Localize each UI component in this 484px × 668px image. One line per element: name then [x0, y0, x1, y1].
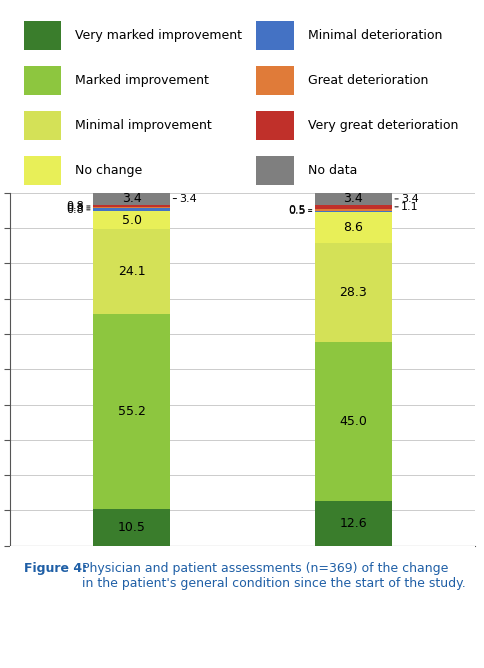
Text: 0.5: 0.5 — [287, 206, 305, 216]
Text: 1.1: 1.1 — [400, 202, 418, 212]
Bar — [256, 111, 293, 140]
Bar — [92, 508, 170, 546]
Bar — [256, 21, 293, 50]
Text: 12.6: 12.6 — [339, 517, 366, 530]
Bar — [256, 66, 293, 95]
Bar — [92, 211, 170, 229]
Bar — [92, 192, 170, 204]
Bar — [24, 156, 61, 185]
Bar — [92, 229, 170, 314]
Text: Minimal deterioration: Minimal deterioration — [307, 29, 441, 42]
Text: 3.4: 3.4 — [343, 192, 363, 206]
Text: Physician and patient assessments (n=369) of the change
in the patient's general: Physician and patient assessments (n=369… — [82, 562, 465, 590]
Bar — [92, 314, 170, 508]
Text: Great deterioration: Great deterioration — [307, 74, 427, 88]
Bar — [314, 209, 392, 210]
Bar — [24, 21, 61, 50]
Bar — [314, 501, 392, 546]
Bar — [314, 205, 392, 209]
Bar — [314, 210, 392, 212]
Text: 0.3: 0.3 — [66, 203, 84, 213]
Bar — [92, 207, 170, 208]
Text: 3.4: 3.4 — [121, 192, 141, 205]
Bar — [314, 193, 392, 205]
Bar — [24, 111, 61, 140]
Text: 0.5: 0.5 — [287, 204, 305, 214]
Bar — [256, 156, 293, 185]
Text: 0.8: 0.8 — [66, 205, 84, 215]
Text: 3.4: 3.4 — [179, 194, 197, 204]
Text: 0.8: 0.8 — [66, 201, 84, 211]
Text: 24.1: 24.1 — [118, 265, 145, 278]
Text: 5.0: 5.0 — [121, 214, 141, 226]
Text: 45.0: 45.0 — [339, 415, 366, 428]
Bar — [314, 212, 392, 242]
Text: Marked improvement: Marked improvement — [75, 74, 208, 88]
Bar — [92, 204, 170, 207]
Text: 3.4: 3.4 — [400, 194, 418, 204]
Bar — [314, 242, 392, 343]
Text: No change: No change — [75, 164, 142, 177]
Text: Very marked improvement: Very marked improvement — [75, 29, 242, 42]
Text: 8.6: 8.6 — [343, 221, 363, 234]
Text: 28.3: 28.3 — [339, 286, 366, 299]
Bar — [92, 208, 170, 211]
Text: 10.5: 10.5 — [118, 520, 145, 534]
Text: Figure 4:: Figure 4: — [24, 562, 91, 575]
Bar — [314, 343, 392, 501]
Text: No data: No data — [307, 164, 356, 177]
Bar — [24, 66, 61, 95]
Text: Minimal improvement: Minimal improvement — [75, 119, 211, 132]
Text: 55.2: 55.2 — [118, 405, 145, 418]
Text: Very great deterioration: Very great deterioration — [307, 119, 457, 132]
